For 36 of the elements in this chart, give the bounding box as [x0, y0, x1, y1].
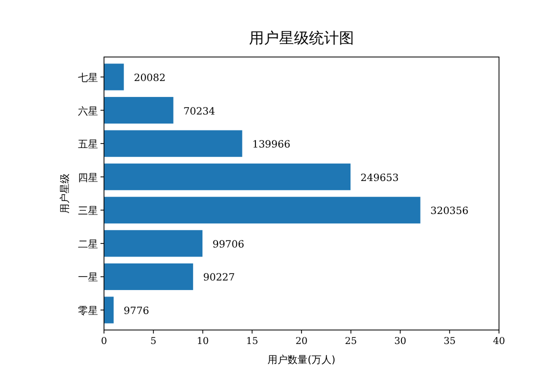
annotation: 320356 [430, 206, 469, 218]
annotation: 9776 [124, 306, 150, 318]
annotation: 139966 [252, 140, 290, 151]
y-axis-title: 用户星级 [59, 174, 71, 214]
x-tick-label: 25 [344, 336, 357, 347]
x-axis-title: 用户数量(万人) [268, 354, 336, 366]
y-tick-label: 六星 [78, 105, 98, 118]
y-tick-label: 五星 [78, 140, 98, 151]
x-tick-label: 40 [492, 336, 506, 347]
x-tick-label: 0 [100, 336, 108, 347]
x-tick-label: 35 [444, 336, 456, 347]
chart-title: 用户星级统计图 [249, 29, 354, 47]
bar [104, 130, 242, 157]
annotation: 20082 [134, 72, 166, 84]
annotation: 99706 [212, 239, 244, 250]
x-tick-label: 15 [246, 336, 258, 347]
y-tick-label: 一星 [78, 272, 98, 284]
bar [104, 196, 420, 224]
annotation: 249653 [360, 172, 399, 184]
annotation: 90227 [203, 272, 235, 284]
bar [104, 263, 194, 290]
annotation: 70234 [183, 106, 216, 118]
bar [104, 296, 114, 324]
x-tick-label: 10 [196, 336, 209, 347]
bar [104, 164, 351, 190]
y-tick-label: 七星 [78, 72, 98, 84]
bar [104, 96, 174, 124]
x-tick-label: 20 [295, 336, 308, 347]
y-tick-label: 三星 [78, 206, 98, 218]
bar [104, 230, 202, 257]
bar [104, 64, 124, 90]
y-tick-label: 二星 [78, 239, 98, 250]
x-tick-label: 5 [150, 336, 156, 347]
y-tick-label: 零星 [78, 306, 98, 318]
y-tick-label: 四星 [78, 172, 98, 184]
x-tick-label: 30 [394, 336, 406, 347]
